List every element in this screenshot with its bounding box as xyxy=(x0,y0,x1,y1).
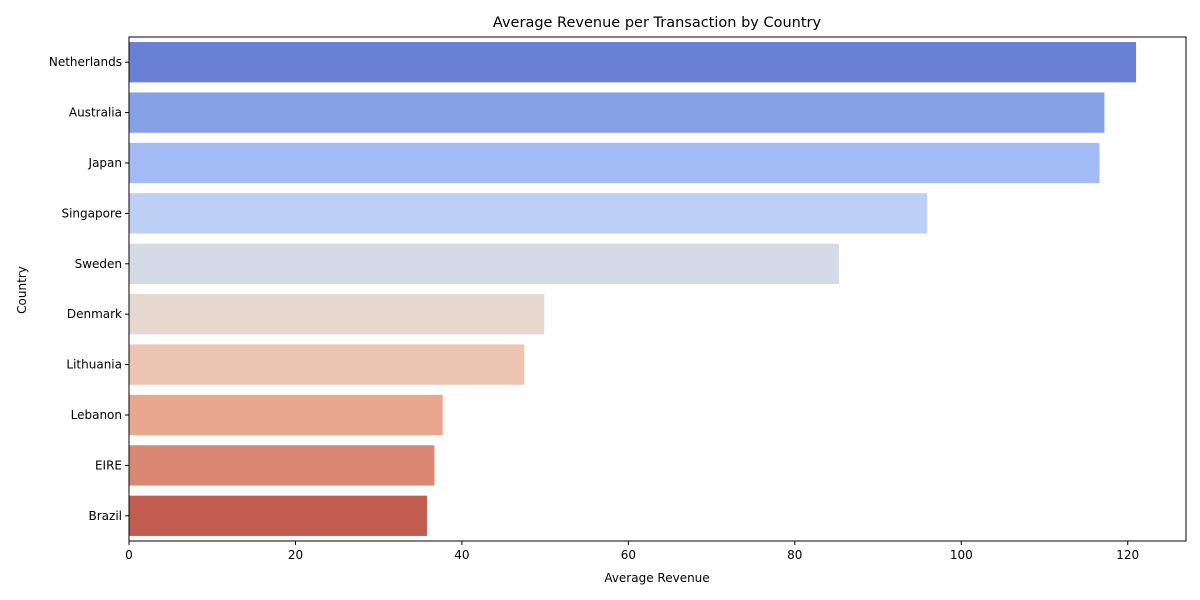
y-tick-label: EIRE xyxy=(95,458,122,472)
x-axis-ticks: 0 20 40 60 80 100 120 xyxy=(125,541,1139,562)
x-tick-label: 60 xyxy=(621,548,636,562)
x-tick-label: 120 xyxy=(1116,548,1139,562)
y-axis-label: Country xyxy=(15,266,29,314)
bar-singapore xyxy=(129,193,928,234)
x-tick-label: 40 xyxy=(454,548,469,562)
y-tick-label: Brazil xyxy=(89,509,123,523)
x-tick-label: 80 xyxy=(787,548,802,562)
y-tick-label: Lebanon xyxy=(71,408,122,422)
bar-lebanon xyxy=(129,394,443,436)
bar-japan xyxy=(129,142,1100,184)
bar-eire xyxy=(129,445,435,486)
bars-group xyxy=(129,42,1137,536)
plot-frame xyxy=(128,36,1187,542)
y-tick-label: Australia xyxy=(69,106,122,120)
bar-netherlands xyxy=(129,42,1137,83)
y-tick-label: Sweden xyxy=(75,257,122,271)
bar-lithuania xyxy=(129,344,525,385)
chart-title: Average Revenue per Transaction by Count… xyxy=(493,15,822,31)
y-tick-label: Denmark xyxy=(67,307,122,321)
bar-denmark xyxy=(129,294,545,335)
bar-sweden xyxy=(129,243,839,284)
y-tick-label: Netherlands xyxy=(49,55,122,69)
x-tick-label: 100 xyxy=(950,548,973,562)
y-tick-label: Singapore xyxy=(61,206,122,220)
bar-brazil xyxy=(129,495,427,536)
y-tick-label: Lithuania xyxy=(66,358,122,372)
y-tick-label: Japan xyxy=(88,156,122,170)
x-axis-label: Average Revenue xyxy=(604,571,709,585)
x-tick-label: 0 xyxy=(125,548,133,562)
x-tick-label: 20 xyxy=(288,548,303,562)
y-axis-ticks: Netherlands Australia Japan Singapore Sweden… xyxy=(49,55,129,523)
bar-australia xyxy=(129,92,1105,133)
